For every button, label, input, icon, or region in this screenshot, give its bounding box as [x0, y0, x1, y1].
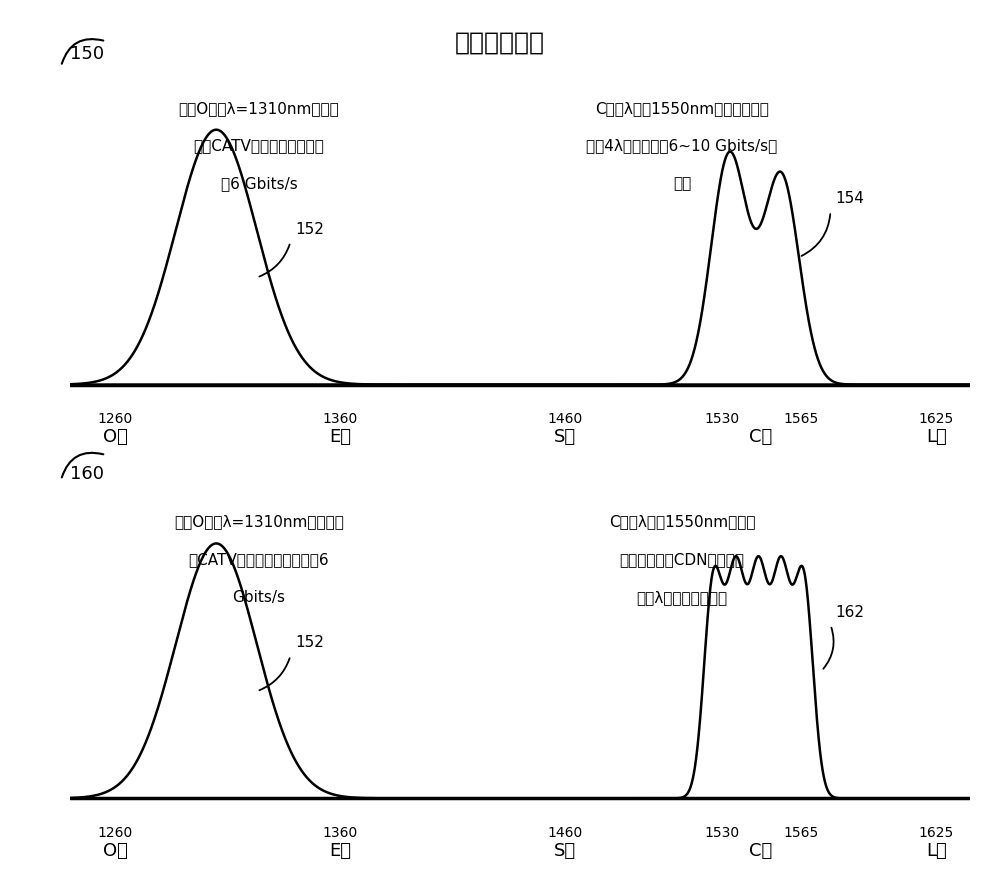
Text: 调制CATV信号，传输速率约: 调制CATV信号，传输速率约	[194, 138, 324, 153]
Text: 160: 160	[70, 465, 104, 483]
Text: O带: O带	[103, 428, 127, 446]
Text: 152: 152	[295, 222, 324, 237]
Text: C带: C带	[749, 841, 772, 860]
Text: O带: O带	[103, 841, 127, 860]
Text: C带: C带	[749, 428, 772, 446]
Text: E带: E带	[329, 841, 351, 860]
Text: 为6 Gbits/s: 为6 Gbits/s	[221, 176, 297, 191]
Text: 162: 162	[835, 604, 864, 620]
Text: Gbits/s: Gbits/s	[232, 590, 286, 604]
Text: L带: L带	[926, 841, 947, 860]
Text: C带（λ约为1550nm），其: C带（λ约为1550nm），其	[609, 515, 755, 530]
Text: 光纤波长分配: 光纤波长分配	[455, 30, 545, 55]
Text: S带: S带	[554, 841, 576, 860]
Text: 152: 152	[295, 636, 324, 651]
Text: L带: L带	[926, 428, 947, 446]
Text: 数据: 数据	[673, 176, 691, 191]
Text: 150: 150	[70, 44, 104, 63]
Text: 传统O带（λ=1310nm）模拟: 传统O带（λ=1310nm）模拟	[179, 101, 339, 116]
Text: S带: S带	[554, 428, 576, 446]
Text: 传统O带（λ=1310nm）模拟调: 传统O带（λ=1310nm）模拟调	[174, 515, 344, 530]
Text: 154: 154	[835, 191, 864, 206]
Text: 中每个不同的CDN可以在不: 中每个不同的CDN可以在不	[620, 552, 744, 567]
Text: E带: E带	[329, 428, 351, 446]
Text: 同的λ处发送上行数据: 同的λ处发送上行数据	[636, 590, 728, 604]
Text: 据，4λ，每个携带6~10 Gbits/s的: 据，4λ，每个携带6~10 Gbits/s的	[586, 138, 778, 153]
Text: 制CATV信号，传输速率约为6: 制CATV信号，传输速率约为6	[189, 552, 329, 567]
Text: C带（λ约为1550nm）模拟调制数: C带（λ约为1550nm）模拟调制数	[595, 101, 769, 116]
